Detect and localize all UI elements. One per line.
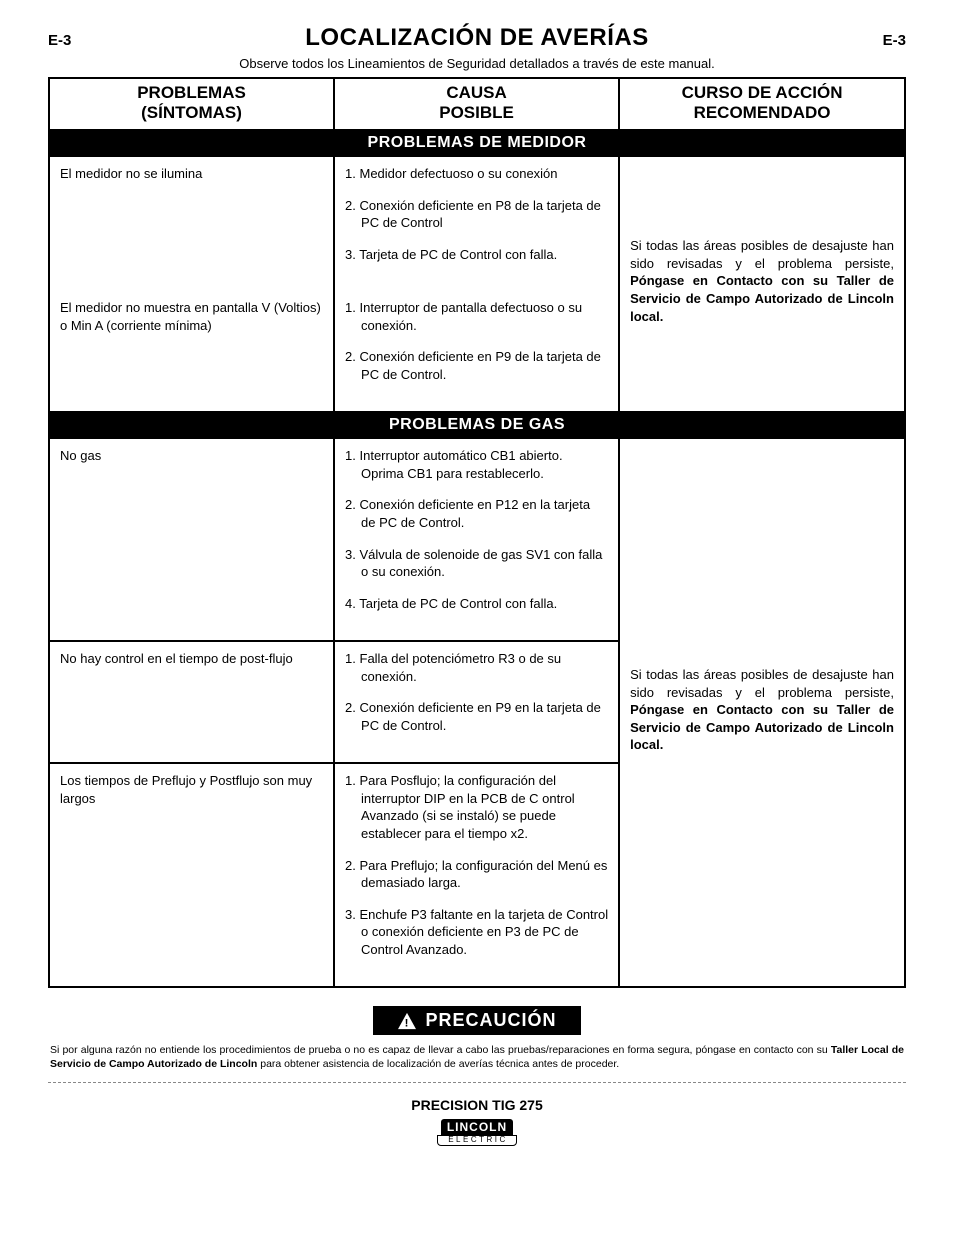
problem-cell: No hay control en el tiempo de post-fluj…: [49, 641, 334, 763]
action-cell: Si todas las áreas posibles de desajuste…: [619, 156, 905, 412]
page-header: E-3 LOCALIZACIÓN DE AVERÍAS E-3: [48, 24, 906, 52]
table-header-row: PROBLEMAS (SÍNTOMAS) CAUSA POSIBLE CURSO…: [49, 78, 905, 130]
col-header-cause: CAUSA POSIBLE: [334, 78, 619, 130]
col-header-action: CURSO DE ACCIÓN RECOMENDADO: [619, 78, 905, 130]
svg-text:!: !: [405, 1018, 410, 1030]
troubleshooting-table: PROBLEMAS (SÍNTOMAS) CAUSA POSIBLE CURSO…: [48, 77, 906, 988]
problem-cell: No gas: [49, 438, 334, 641]
page-subtitle: Observe todos los Lineamientos de Seguri…: [48, 56, 906, 71]
problem-cell: Los tiempos de Preflujo y Postflujo son …: [49, 763, 334, 987]
model-name: PRECISION TIG 275: [48, 1097, 906, 1113]
warning-icon: !: [397, 1012, 417, 1030]
page-code-right: E-3: [883, 32, 906, 49]
brand-logo: LINCOLN ELECTRIC: [437, 1119, 517, 1146]
cause-cell: 1. Medidor defectuoso o su conexión 2. C…: [334, 156, 619, 291]
page-footer: PRECISION TIG 275 LINCOLN ELECTRIC: [48, 1097, 906, 1147]
table-row: El medidor no se ilumina 1. Medidor defe…: [49, 156, 905, 291]
problem-cell: El medidor no muestra en pantalla V (Vol…: [49, 291, 334, 412]
page-code-left: E-3: [48, 32, 71, 49]
divider: [48, 1082, 906, 1083]
table-row: No gas 1. Interruptor automático CB1 abi…: [49, 438, 905, 641]
cause-cell: 1. Falla del potenciómetro R3 o de su co…: [334, 641, 619, 763]
caution-badge: ! PRECAUCIÓN: [373, 1006, 580, 1035]
page-title: LOCALIZACIÓN DE AVERÍAS: [305, 24, 649, 52]
action-cell: Si todas las áreas posibles de desajuste…: [619, 438, 905, 987]
cause-cell: 1. Para Posflujo; la configuración del i…: [334, 763, 619, 987]
caution-block: ! PRECAUCIÓN Si por alguna razón no enti…: [48, 1006, 906, 1071]
caution-label: PRECAUCIÓN: [425, 1010, 556, 1031]
cause-cell: 1. Interruptor de pantalla defectuoso o …: [334, 291, 619, 412]
cause-cell: 1. Interruptor automático CB1 abierto. O…: [334, 438, 619, 641]
problem-cell: El medidor no se ilumina: [49, 156, 334, 291]
section-header-medidor: PROBLEMAS DE MEDIDOR: [49, 130, 905, 156]
col-header-problems: PROBLEMAS (SÍNTOMAS): [49, 78, 334, 130]
section-header-gas: PROBLEMAS DE GAS: [49, 412, 905, 438]
caution-text: Si por alguna razón no entiende los proc…: [50, 1043, 904, 1071]
